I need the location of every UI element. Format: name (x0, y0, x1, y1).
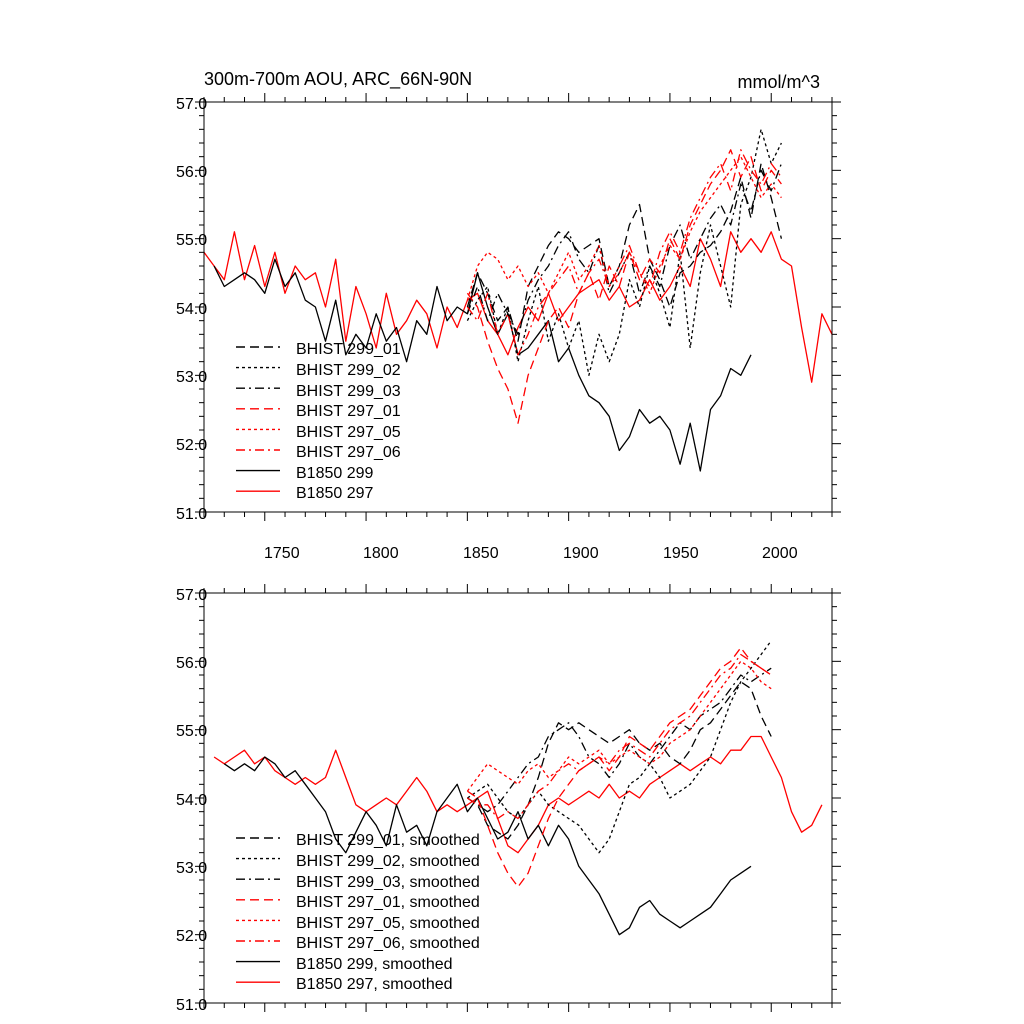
top-legend-label: BHIST 297_01 (296, 403, 401, 420)
top-series-line (213, 258, 752, 472)
top-series-line (466, 128, 782, 376)
bottom-y-tick-label: 51.0 (176, 997, 207, 1014)
top-legend-label: B1850 297 (296, 485, 374, 502)
top-legend-label: BHIST 299_01 (296, 341, 401, 358)
bottom-legend-label: BHIST 299_03, smoothed (296, 874, 480, 891)
top-y-tick-label: 57.0 (176, 96, 207, 113)
bottom-y-tick-label: 55.0 (176, 723, 207, 740)
top-y-tick-label: 51.0 (176, 506, 207, 523)
top-legend-label: BHIST 299_02 (296, 362, 401, 379)
top-series-group (204, 128, 832, 472)
bottom-legend-label: BHIST 299_01, smoothed (296, 832, 480, 849)
bottom-series-line (467, 667, 772, 813)
top-series-line (466, 163, 783, 335)
top-legend-label: BHIST 299_03 (296, 383, 401, 400)
bottom-y-tick-label: 52.0 (176, 928, 207, 945)
top-x-tick-label: 1850 (463, 545, 499, 562)
bottom-legend-label: BHIST 297_01, smoothed (296, 894, 480, 911)
bottom-legend-label: B1850 297, smoothed (296, 976, 453, 993)
bottom-series-line (466, 660, 772, 792)
top-series-line (466, 149, 782, 424)
bottom-legend-label: BHIST 299_02, smoothed (296, 853, 480, 870)
top-series-line (204, 231, 832, 383)
bottom-y-tick-label: 57.0 (176, 587, 207, 604)
bottom-series-line (223, 756, 752, 936)
top-legend-label: BHIST 297_05 (296, 424, 401, 441)
bottom-y-tick-label: 56.0 (176, 655, 207, 672)
bottom-series-line (467, 653, 772, 820)
top-series-line (466, 156, 782, 301)
top-x-tick-label: 1900 (563, 545, 599, 562)
top-x-tick-label: 1950 (663, 545, 699, 562)
top-legend-label: B1850 299 (296, 465, 374, 482)
top-legend-label: BHIST 297_06 (296, 444, 401, 461)
top-series-line (466, 149, 782, 356)
top-y-tick-label: 52.0 (176, 437, 207, 454)
top-y-tick-label: 56.0 (176, 164, 207, 181)
bottom-y-tick-label: 54.0 (176, 792, 207, 809)
top-x-tick-label: 1800 (363, 545, 399, 562)
bottom-legend-label: BHIST 297_06, smoothed (296, 935, 480, 952)
bottom-y-tick-label: 53.0 (176, 860, 207, 877)
top-y-tick-label: 54.0 (176, 301, 207, 318)
top-x-tick-label: 2000 (762, 545, 798, 562)
bottom-legend-label: B1850 299, smoothed (296, 956, 453, 973)
top-y-tick-label: 53.0 (176, 369, 207, 386)
top-y-tick-label: 55.0 (176, 232, 207, 249)
bottom-series-line (467, 681, 772, 840)
bottom-series-line (213, 735, 823, 854)
bottom-series-group (213, 640, 823, 936)
top-x-tick-label: 1750 (264, 545, 300, 562)
units-label: mmol/m^3 (738, 72, 820, 92)
bottom-legend-label: BHIST 297_05, smoothed (296, 915, 480, 932)
chart-title: 300m-700m AOU, ARC_66N-90N (204, 69, 472, 90)
